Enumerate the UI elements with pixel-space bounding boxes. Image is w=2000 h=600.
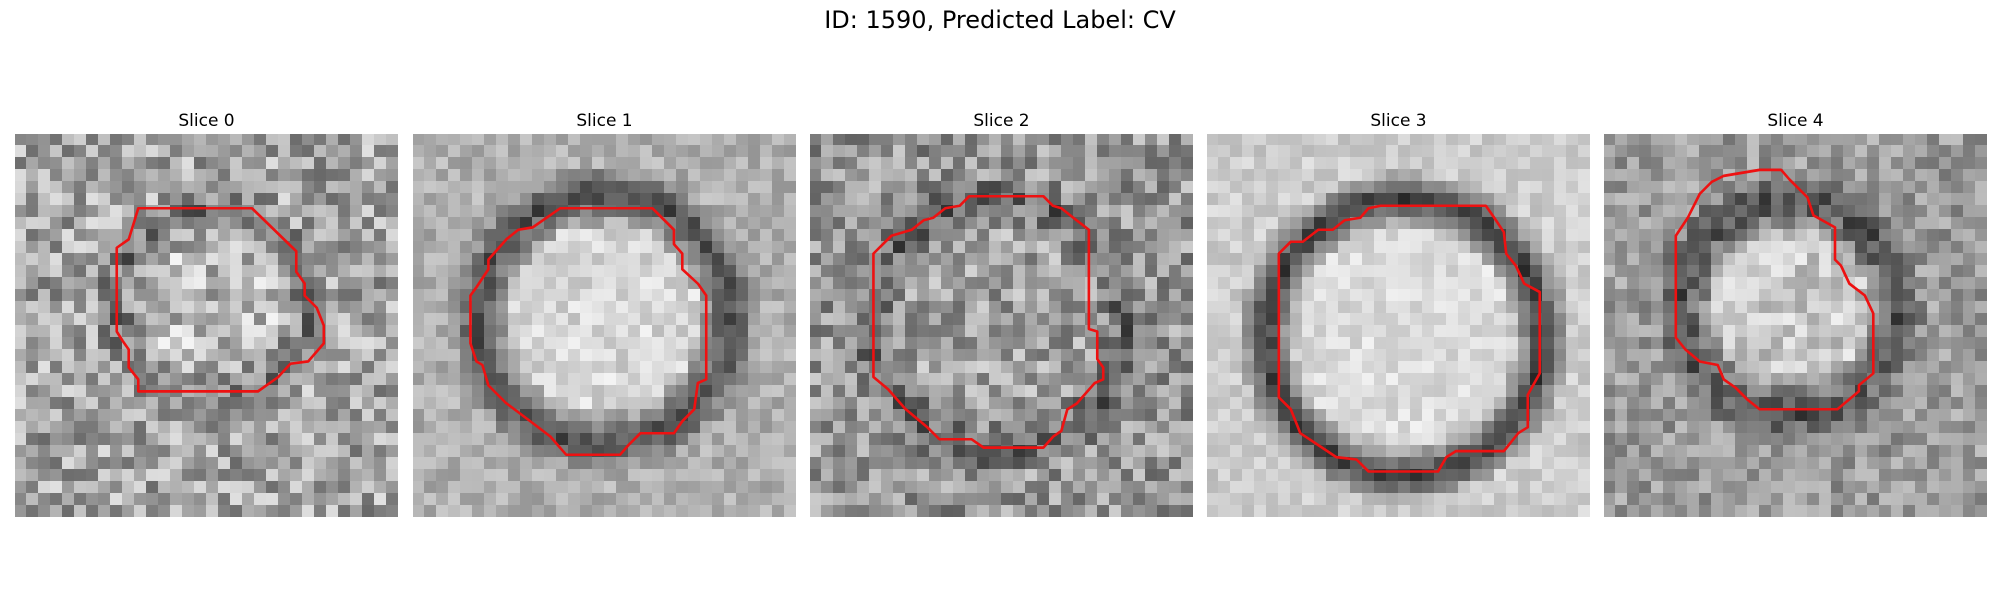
slice-title: Slice 4 [1767, 111, 1824, 131]
slice-panel-3: Slice 3 [1207, 108, 1590, 517]
slice-title: Slice 2 [973, 111, 1030, 131]
slice-image-1 [413, 134, 796, 517]
figure-title: ID: 1590, Predicted Label: CV [824, 6, 1176, 34]
slice-panel-4: Slice 4 [1604, 108, 1987, 517]
slice-title: Slice 3 [1370, 111, 1427, 131]
slice-title: Slice 0 [178, 111, 235, 131]
slice-panel-1: Slice 1 [413, 108, 796, 517]
slice-image-0 [15, 134, 398, 517]
slice-image-4 [1604, 134, 1987, 517]
slice-panel-2: Slice 2 [810, 108, 1193, 517]
slice-image-2 [810, 134, 1193, 517]
slice-image-3 [1207, 134, 1590, 517]
slice-title: Slice 1 [576, 111, 633, 131]
slice-panel-0: Slice 0 [15, 108, 398, 517]
